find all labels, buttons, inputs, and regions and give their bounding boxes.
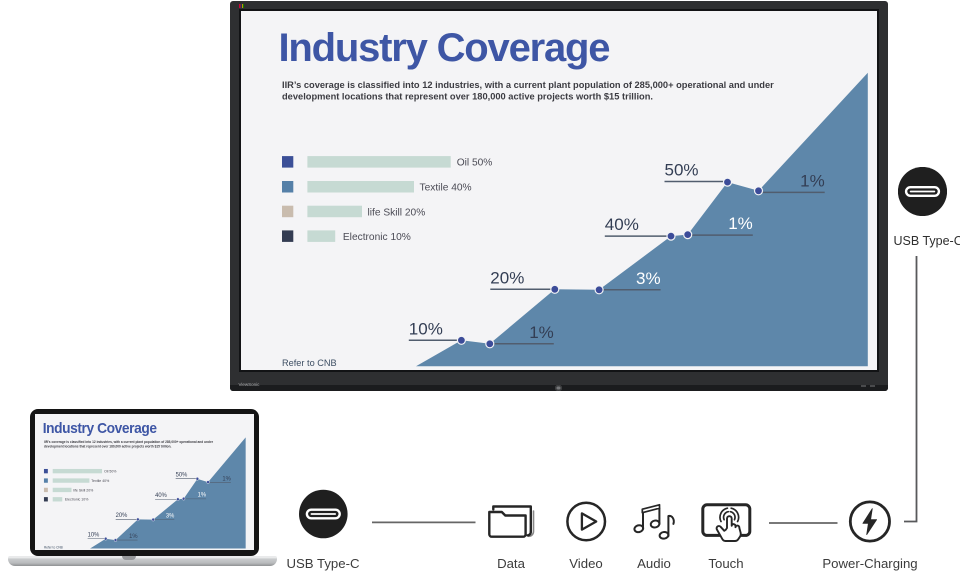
svg-text:10%: 10% xyxy=(409,319,443,338)
svg-text:1%: 1% xyxy=(728,214,753,233)
svg-text:Textile 40%: Textile 40% xyxy=(420,183,472,194)
svg-text:40%: 40% xyxy=(605,215,639,234)
svg-text:1%: 1% xyxy=(529,323,554,342)
svg-text:Electronic 10%: Electronic 10% xyxy=(343,232,411,243)
svg-text:20%: 20% xyxy=(490,268,524,287)
svg-text:Industry Coverage: Industry Coverage xyxy=(279,26,610,70)
svg-text:Refer to CNB: Refer to CNB xyxy=(282,358,337,368)
svg-text:life Skill 20%: life Skill 20% xyxy=(368,207,426,218)
svg-text:development locations that rep: development locations that represent ove… xyxy=(282,92,653,102)
svg-text:Oil 50%: Oil 50% xyxy=(457,158,493,169)
svg-text:50%: 50% xyxy=(665,161,699,180)
svg-text:1%: 1% xyxy=(800,171,825,190)
svg-text:IIR’s coverage is classified i: IIR’s coverage is classified into 12 ind… xyxy=(282,80,774,90)
svg-text:3%: 3% xyxy=(636,269,661,288)
